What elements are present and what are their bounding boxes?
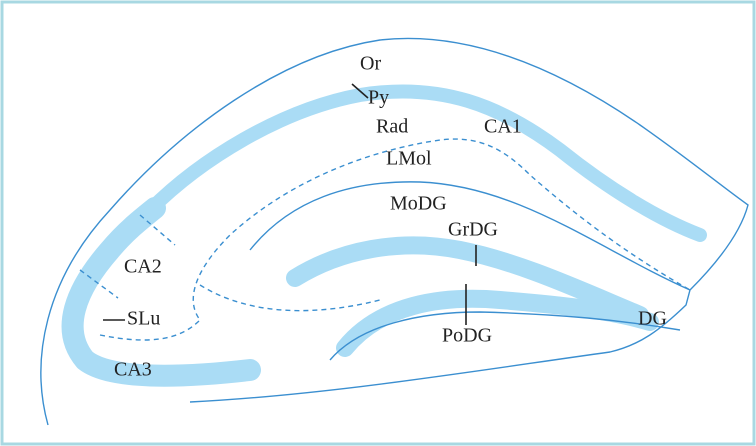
label: Or [360,53,381,75]
label: SLu [127,308,160,330]
label: Py [368,87,389,109]
label: PoDG [442,325,492,347]
hippocampus-diagram: Or Py Rad CA1 LMol MoDG GrDG CA2 SLu DG … [0,0,756,446]
label: GrDG [448,219,498,241]
label: CA3 [114,359,152,381]
label: MoDG [390,193,447,215]
label: LMol [386,148,432,170]
label: DG [638,308,667,330]
label: CA2 [124,256,162,278]
label: Rad [376,116,408,138]
label: CA1 [484,116,522,138]
